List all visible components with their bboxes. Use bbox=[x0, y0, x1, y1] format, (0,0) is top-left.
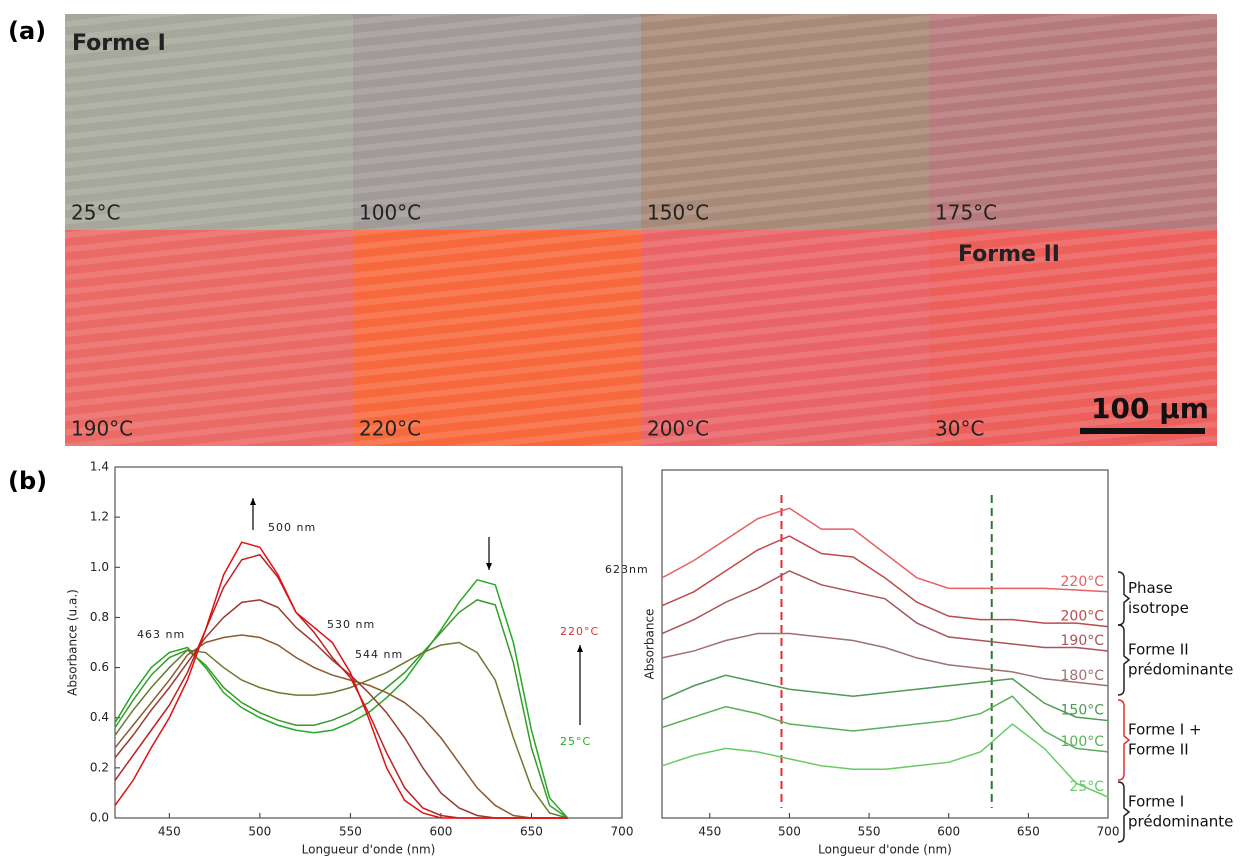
y-tick-label: 1.4 bbox=[90, 460, 109, 474]
y-tick-label: 0.4 bbox=[90, 710, 109, 724]
bracket-label: Forme II bbox=[1128, 641, 1189, 659]
y-tick-label: 1.0 bbox=[90, 560, 109, 574]
x-tick-label: 450 bbox=[158, 825, 181, 839]
arrow-head bbox=[250, 498, 256, 505]
series-label: 25°C bbox=[1069, 779, 1104, 795]
arrow-head bbox=[486, 563, 492, 570]
x-axis-label: Longueur d'onde (nm) bbox=[818, 843, 952, 857]
micrograph-texture bbox=[353, 14, 641, 230]
micrograph-texture bbox=[929, 14, 1217, 230]
annotation: 544 nm bbox=[355, 648, 403, 661]
y-tick-label: 1.2 bbox=[90, 510, 109, 524]
x-tick-label: 600 bbox=[937, 825, 960, 839]
x-axis-label: Longueur d'onde (nm) bbox=[302, 843, 436, 857]
bracket bbox=[1117, 781, 1131, 843]
series-line bbox=[661, 723, 1109, 798]
scale-bar bbox=[1080, 428, 1205, 434]
series-line bbox=[114, 541, 568, 819]
series-line bbox=[661, 674, 1109, 722]
temperature-label: 25°C bbox=[71, 201, 120, 225]
x-tick-label: 600 bbox=[429, 825, 452, 839]
bracket-label: prédominante bbox=[1128, 661, 1233, 679]
x-tick-label: 550 bbox=[858, 825, 881, 839]
series-line bbox=[661, 535, 1109, 628]
temperature-label: 220°C bbox=[359, 417, 421, 441]
x-tick-label: 550 bbox=[339, 825, 362, 839]
bracket-label: Forme II bbox=[1128, 741, 1189, 759]
series-label: 100°C bbox=[1061, 734, 1105, 750]
annotation: 500 nm bbox=[268, 521, 316, 534]
plot-frame bbox=[661, 469, 1109, 819]
annotation: 25°C bbox=[560, 735, 591, 748]
annotation: 623nm bbox=[605, 563, 649, 576]
x-tick-label: 450 bbox=[698, 825, 721, 839]
chart-left: 450 500 550 600 650 700 0.0 0.2 0.4 0.6 0.8 1.0 1.2 1… bbox=[66, 460, 649, 857]
scale-bar-label: 100 µm bbox=[1091, 392, 1209, 425]
x-tick-label: 500 bbox=[778, 825, 801, 839]
y-tick-label: 0.6 bbox=[90, 660, 109, 674]
temperature-label: 150°C bbox=[647, 201, 709, 225]
series-line bbox=[114, 578, 569, 819]
annotation: Forme II bbox=[958, 242, 1060, 267]
chart-right: 450 500 550 600 650 700 Longueur d'onde (nm) Ab… bbox=[643, 469, 1233, 857]
panel-label: (b) bbox=[8, 467, 47, 495]
series-line bbox=[661, 695, 1109, 753]
y-axis-label: Absorbance bbox=[643, 609, 657, 680]
bracket-label: isotrope bbox=[1128, 599, 1189, 617]
y-axis-label: Absorbance (u.a.) bbox=[66, 589, 80, 696]
x-tick-label: 650 bbox=[520, 825, 543, 839]
series-label: 150°C bbox=[1061, 703, 1105, 719]
x-tick-label: 500 bbox=[248, 825, 271, 839]
series-line bbox=[114, 641, 568, 819]
y-tick-label: 0.2 bbox=[90, 760, 109, 774]
temperature-label: 190°C bbox=[71, 417, 133, 441]
series-label: 220°C bbox=[1061, 574, 1105, 590]
bracket bbox=[1117, 571, 1131, 626]
micrograph-texture bbox=[641, 230, 929, 446]
annotation: 530 nm bbox=[327, 618, 375, 631]
series-line bbox=[661, 507, 1109, 593]
panel-label: (a) bbox=[8, 17, 46, 45]
bracket bbox=[1117, 699, 1131, 781]
x-tick-label: 700 bbox=[1097, 825, 1120, 839]
series-label: 190°C bbox=[1061, 633, 1105, 649]
temperature-label: 200°C bbox=[647, 417, 709, 441]
series-line bbox=[114, 553, 568, 819]
y-tick-label: 0.8 bbox=[90, 610, 109, 624]
bracket-label: Forme I + bbox=[1128, 721, 1202, 739]
annotation: 463 nm bbox=[137, 628, 185, 641]
bracket-label: Forme I bbox=[1128, 793, 1184, 811]
series-line bbox=[661, 570, 1109, 652]
series-label: 180°C bbox=[1061, 668, 1105, 684]
series-line bbox=[114, 634, 568, 819]
arrow-head bbox=[577, 645, 583, 652]
x-tick-label: 650 bbox=[1017, 825, 1040, 839]
bracket bbox=[1117, 624, 1131, 696]
micrograph-texture bbox=[65, 230, 353, 446]
series-label: 200°C bbox=[1061, 609, 1105, 625]
micrographs: 25°C 100°C 150°C 175°C 190°C 220°C 200°C 30°C bbox=[65, 14, 1217, 446]
micrograph-texture bbox=[353, 230, 641, 446]
temperature-label: 175°C bbox=[935, 201, 997, 225]
micrograph-texture bbox=[65, 14, 353, 230]
micrograph-texture bbox=[641, 14, 929, 230]
bracket-label: prédominante bbox=[1128, 813, 1233, 831]
series-line bbox=[661, 632, 1109, 687]
y-tick-label: 0.0 bbox=[90, 811, 109, 825]
micrograph-texture bbox=[929, 230, 1217, 446]
bracket-label: Phase bbox=[1128, 579, 1173, 597]
temperature-label: 100°C bbox=[359, 201, 421, 225]
plot-frame bbox=[114, 466, 623, 819]
annotation: Forme I bbox=[72, 31, 166, 56]
temperature-label: 30°C bbox=[935, 417, 984, 441]
annotation: 220°C bbox=[560, 625, 599, 638]
x-tick-label: 700 bbox=[611, 825, 634, 839]
